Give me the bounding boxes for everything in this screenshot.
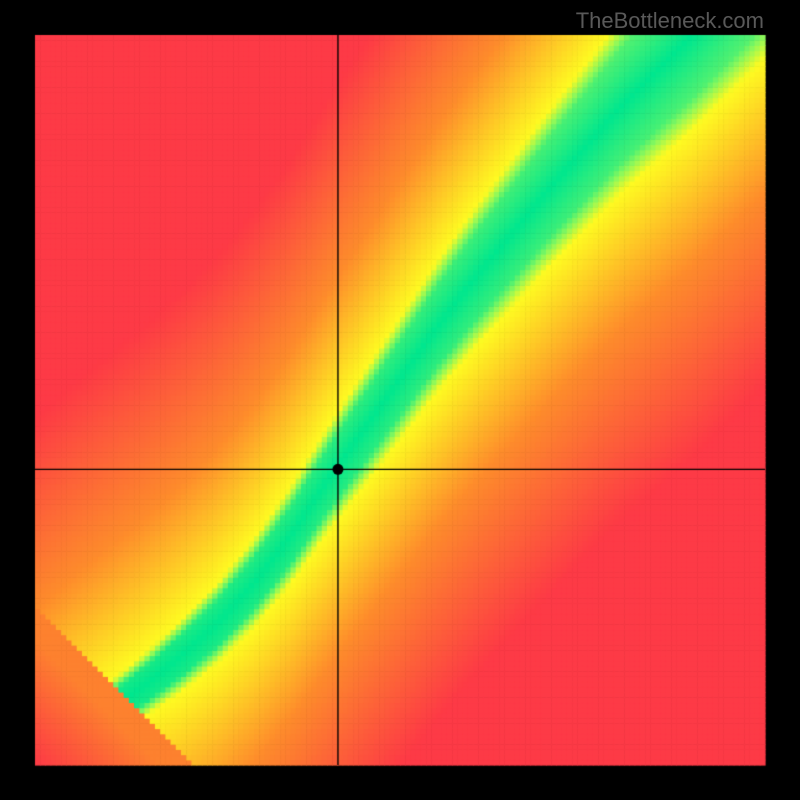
chart-container: TheBottleneck.com [0, 0, 800, 800]
bottleneck-heatmap [0, 0, 800, 800]
watermark-label: TheBottleneck.com [576, 8, 764, 34]
